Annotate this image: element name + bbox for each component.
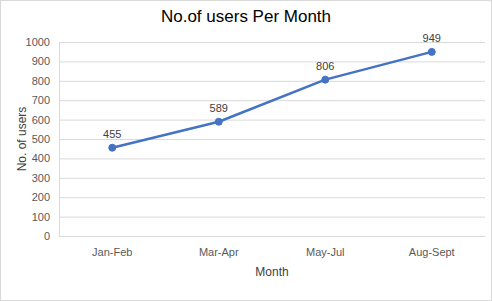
- y-tick-label: 400: [32, 152, 50, 164]
- marker: [109, 144, 116, 151]
- y-tick: 100: [32, 211, 59, 223]
- y-axis-title: No. of users: [15, 107, 29, 172]
- x-tick: Aug-Sept: [409, 236, 455, 258]
- x-tick-label: Mar-Apr: [199, 246, 239, 258]
- y-tick: 0: [44, 230, 59, 242]
- y-tick: 400: [32, 152, 59, 164]
- grid-line: [59, 158, 485, 159]
- grid-line: [59, 139, 485, 140]
- x-axis-title: Month: [255, 265, 288, 279]
- y-tick-label: 900: [32, 55, 50, 67]
- chart-border: [1, 1, 492, 301]
- data-labels: 455 589 806 949: [103, 32, 441, 140]
- y-tick: 500: [32, 133, 59, 145]
- y-axis: 0 100 200 300 400 500 600 700 800 900 1000: [26, 36, 60, 242]
- y-tick: 800: [32, 75, 59, 87]
- y-tick: 300: [32, 172, 59, 184]
- x-tick: Jan-Feb: [92, 236, 132, 258]
- title: No.of users Per Month: [161, 7, 331, 26]
- marker: [322, 76, 329, 83]
- grid-line: [59, 120, 485, 121]
- y-tick-label: 1000: [26, 36, 50, 48]
- y-tick: 200: [32, 191, 59, 203]
- grid-line: [59, 236, 485, 237]
- grid-line: [59, 61, 485, 62]
- y-tick: 600: [32, 114, 59, 126]
- marker: [428, 48, 435, 55]
- y-tick: 900: [32, 55, 59, 67]
- y-tick-label: 800: [32, 75, 50, 87]
- x-tick-label: Aug-Sept: [409, 246, 455, 258]
- y-tick-label: 500: [32, 133, 50, 145]
- data-label: 589: [210, 102, 228, 114]
- y-tick-label: 600: [32, 114, 50, 126]
- grid-line: [59, 197, 485, 198]
- marker: [215, 118, 222, 125]
- grid-line: [59, 217, 485, 218]
- line: [112, 52, 432, 148]
- y-tick-label: 100: [32, 211, 50, 223]
- x-tick-label: Jan-Feb: [92, 246, 132, 258]
- y-tick-label: 0: [44, 230, 50, 242]
- plot-area: [109, 48, 436, 151]
- x-tick-label: May-Jul: [306, 246, 345, 258]
- x-axis-line: [60, 236, 486, 237]
- y-tick-label: 700: [32, 94, 50, 106]
- y-tick: 1000: [26, 36, 59, 48]
- data-label: 806: [316, 60, 334, 72]
- y-tick-label: 200: [32, 191, 50, 203]
- chart: 0 100 200 300 400 500 600 700 800 900 1000 Jan-Feb M…: [0, 0, 492, 301]
- y-axis-line: [59, 43, 60, 237]
- x-tick: Mar-Apr: [199, 236, 239, 258]
- grid: [59, 43, 485, 237]
- grid-line: [59, 81, 485, 82]
- data-label: 455: [103, 128, 121, 140]
- y-tick: 700: [32, 94, 59, 106]
- data-label: 949: [423, 32, 441, 44]
- x-axis: Jan-Feb Mar-Apr May-Jul Aug-Sept: [60, 236, 486, 258]
- y-tick-label: 300: [32, 172, 50, 184]
- x-tick: May-Jul: [306, 236, 345, 258]
- grid-line: [59, 42, 485, 43]
- grid-line: [59, 178, 485, 179]
